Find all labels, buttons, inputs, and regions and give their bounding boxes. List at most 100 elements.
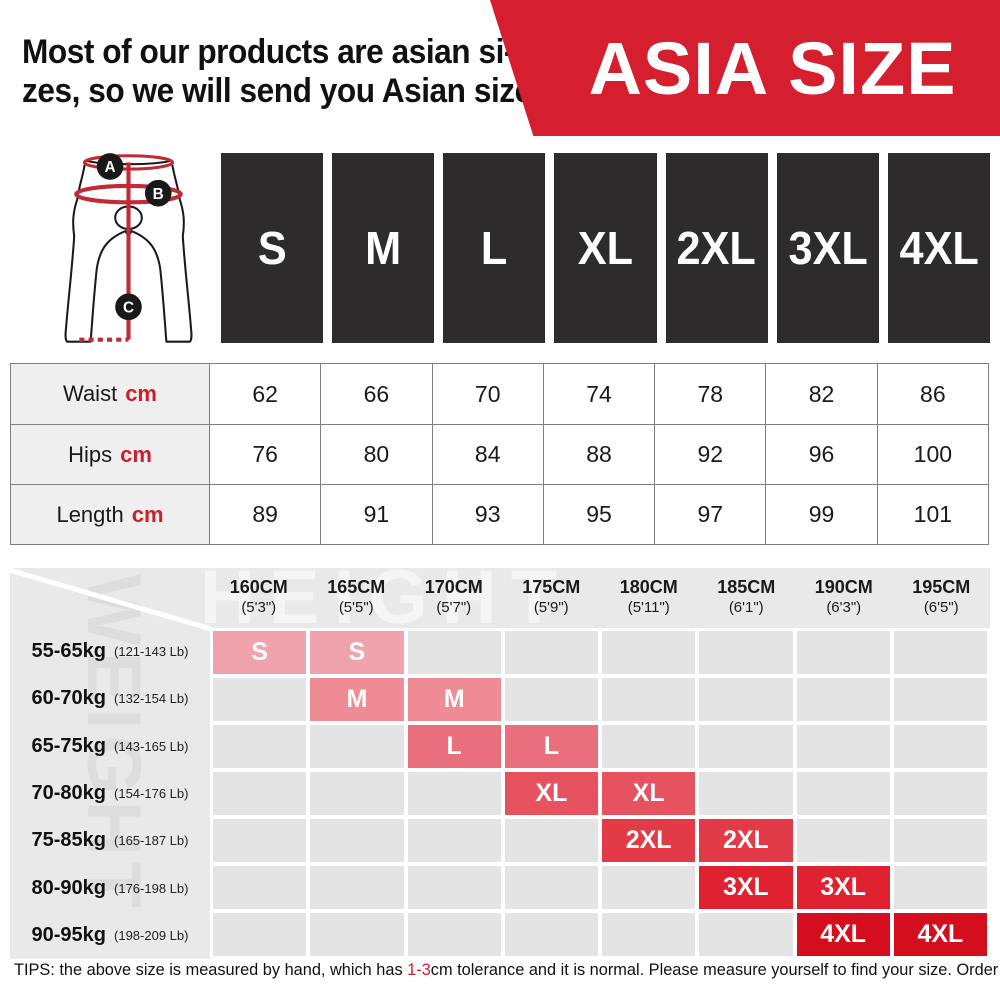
- size-box-label: 4XL: [899, 222, 979, 274]
- measure-label-text: Length: [56, 501, 124, 527]
- matrix-cell-empty: [602, 678, 696, 721]
- height-cm: 175CM: [522, 577, 581, 597]
- matrix-cell-l-175cm: L: [504, 725, 598, 768]
- marker-a-badge: A: [96, 153, 124, 180]
- height-ft: (6'5"): [923, 599, 959, 616]
- matrix-cell-empty: [407, 772, 501, 815]
- matrix-cell-empty: [699, 725, 793, 768]
- height-cm: 170CM: [424, 577, 483, 597]
- matrix-weight-labels: 55-65kg (121-143 Lb) 60-70kg (132-154 Lb) 65…: [10, 628, 210, 959]
- height-ft: (5'9"): [533, 599, 569, 616]
- height-weight-matrix: HEIGHT WEIGHT 160CM (5'3") 165CM (5'5") 170C…: [6, 555, 990, 959]
- matrix-cell-empty: [213, 772, 307, 815]
- weight-row-label-80-90kg: 80-90kg (176-198 Lb): [10, 864, 210, 911]
- matrix-cell-empty: [893, 631, 987, 674]
- measure-value: 70: [431, 364, 543, 424]
- measure-value: 80: [320, 424, 432, 484]
- matrix-cell-empty: [796, 772, 890, 815]
- size-header-row: S M L XL 2XL 3XL 4XL: [221, 153, 990, 343]
- weight-kg: 90-95kg: [31, 923, 107, 946]
- size-box-4xl: 4XL: [887, 153, 990, 343]
- size-box-s: S: [221, 153, 324, 343]
- matrix-cell-empty: [504, 913, 598, 956]
- measure-row-label-hips: Hips cm: [11, 424, 209, 484]
- matrix-cell-empty: [310, 725, 404, 768]
- height-column-175cm: 175CM (5'9"): [503, 568, 601, 628]
- size-box-m: M: [332, 153, 435, 343]
- height-cm: 195CM: [912, 577, 971, 597]
- asia-size-banner: ASIA SIZE: [490, 0, 1000, 136]
- measure-value: 88: [542, 424, 655, 484]
- tips-suffix: cm tolerance and it is normal. Please me…: [430, 961, 1000, 979]
- height-ft: (5'11"): [627, 599, 670, 616]
- measure-value: 62: [209, 364, 320, 424]
- height-column-190cm: 190CM (6'3"): [795, 568, 893, 628]
- size-box-label: 2XL: [676, 222, 757, 274]
- matrix-cell-empty: [213, 725, 307, 768]
- weight-lb: (154-176 Lb): [114, 785, 189, 801]
- height-column-180cm: 180CM (5'11"): [600, 568, 698, 628]
- measure-value: 66: [320, 364, 431, 424]
- pants-diagram: A B C: [64, 153, 193, 343]
- matrix-cell-empty: [893, 678, 987, 721]
- height-ft: (6'1"): [728, 599, 764, 616]
- weight-row-label-55-65kg: 55-65kg (121-143 Lb): [10, 628, 210, 675]
- measure-value: 74: [542, 364, 654, 424]
- matrix-cell-empty: [893, 725, 987, 768]
- measure-unit: cm: [125, 381, 157, 406]
- matrix-cell-empty: [893, 772, 987, 815]
- weight-row-label-60-70kg: 60-70kg (132-154 Lb): [10, 675, 210, 722]
- height-cm: 185CM: [717, 577, 776, 597]
- height-ft: (5'5"): [338, 599, 374, 616]
- matrix-cell-empty: [699, 913, 793, 956]
- marker-b-label: B: [153, 186, 164, 203]
- diagonal-divider: [6, 567, 212, 632]
- matrix-cell-s-160cm: S: [213, 631, 307, 674]
- measure-unit: cm: [120, 441, 152, 467]
- weight-row-label-90-95kg: 90-95kg (198-209 Lb): [10, 912, 210, 959]
- header-note: Most of our products are asian si- zes, …: [22, 33, 549, 111]
- height-ft: (5'3"): [241, 599, 277, 616]
- height-column-160cm: 160CM (5'3"): [210, 568, 308, 628]
- height-column-165cm: 165CM (5'5"): [308, 568, 406, 628]
- matrix-cell-m-170cm: M: [407, 678, 501, 721]
- matrix-cell-empty: [407, 913, 501, 956]
- matrix-cell-xl-180cm: XL: [602, 772, 696, 815]
- measure-value: 92: [654, 424, 766, 484]
- matrix-cell-empty: [699, 631, 793, 674]
- measure-value: 93: [431, 484, 543, 544]
- measure-value: 95: [542, 484, 655, 544]
- matrix-cell-4xl-190cm: 4XL: [796, 913, 890, 956]
- matrix-cell-empty: [602, 866, 696, 909]
- matrix-cell-empty: [796, 631, 890, 674]
- measure-value: 99: [765, 484, 877, 544]
- size-box-l: L: [443, 153, 546, 343]
- matrix-cell-empty: [504, 631, 598, 674]
- size-box-label: S: [257, 222, 287, 274]
- matrix-cell-empty: [796, 725, 890, 768]
- measure-unit: cm: [131, 501, 164, 527]
- height-column-170cm: 170CM (5'7"): [405, 568, 503, 628]
- measurement-table: Waist cm 62 66 70 74 78 82 86 Hips cm 76 80 84 88 92 96 1…: [10, 363, 989, 545]
- measure-value: 91: [320, 484, 432, 544]
- size-box-3xl: 3XL: [776, 153, 879, 343]
- header-note-line1: Most of our products are asian si-: [22, 33, 514, 71]
- matrix-cell-empty: [407, 866, 501, 909]
- height-ft: (6'3"): [826, 599, 862, 616]
- height-cm: 180CM: [619, 577, 678, 597]
- matrix-cell-empty: [213, 866, 307, 909]
- matrix-cell-empty: [796, 819, 890, 862]
- size-box-2xl: 2XL: [665, 153, 768, 343]
- measure-value: 100: [876, 424, 988, 484]
- matrix-cell-empty: [310, 772, 404, 815]
- size-box-xl: XL: [554, 153, 657, 343]
- tips-note: TIPS: the above size is measured by hand…: [14, 961, 1000, 980]
- measure-label-text: Hips: [68, 441, 113, 467]
- weight-lb: (121-143 Lb): [114, 644, 189, 660]
- matrix-cell-empty: [893, 819, 987, 862]
- marker-c-label: C: [123, 300, 134, 317]
- weight-kg: 60-70kg: [31, 687, 107, 710]
- matrix-cell-xl-175cm: XL: [504, 772, 598, 815]
- matrix-cell-empty: [310, 819, 404, 862]
